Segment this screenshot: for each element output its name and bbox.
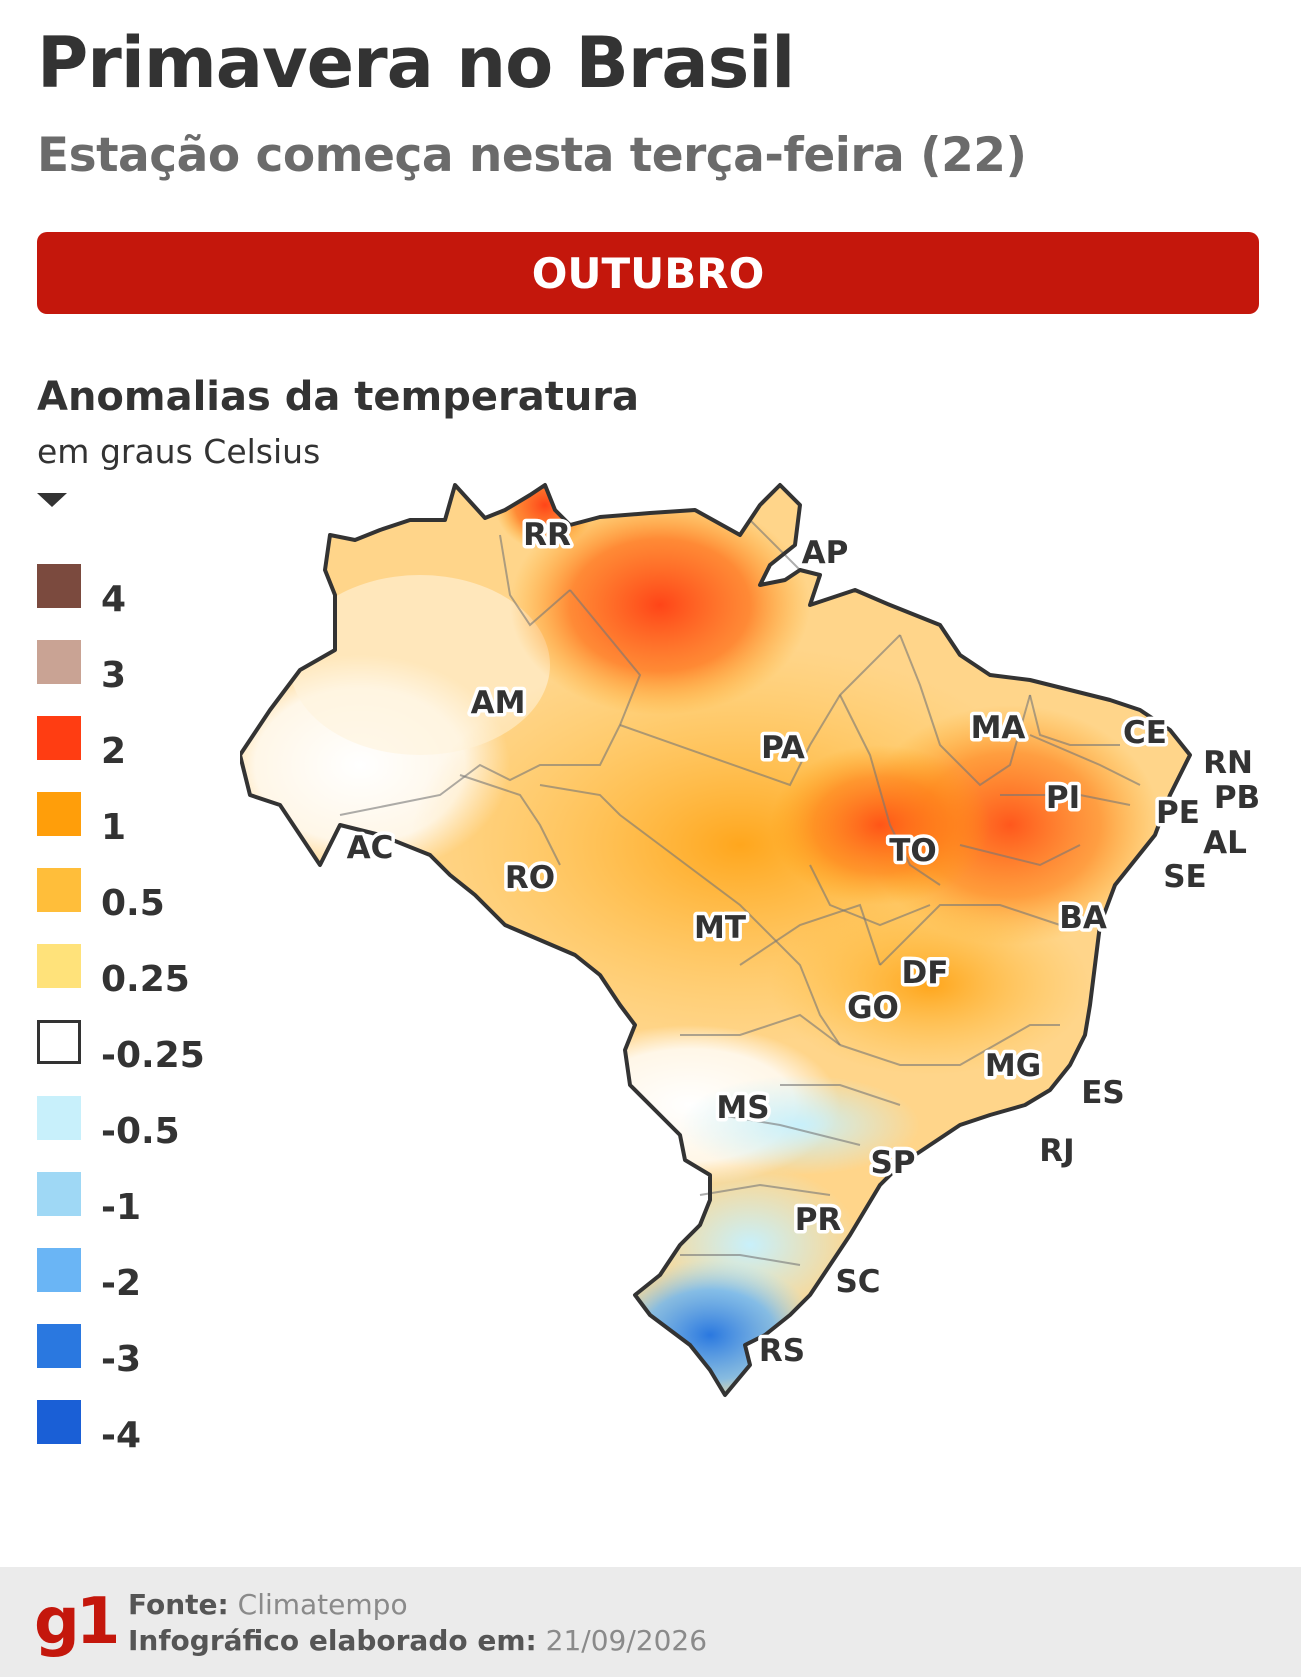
state-label-sc: SC [835,1264,880,1300]
state-label-ma: MA [971,710,1026,746]
source-label: Fonte: [128,1588,229,1621]
date-credit: Infográfico elaborado em: 21/09/2026 [128,1624,707,1657]
legend-label: -0.5 [101,1110,180,1152]
legend-swatch [37,1020,81,1064]
state-label-al: AL [1203,825,1247,861]
state-label-ce: CE [1123,715,1167,751]
state-label-es: ES [1081,1075,1125,1111]
legend-arrow-icon [37,493,67,507]
month-label: OUTUBRO [531,248,765,298]
state-label-mt: MT [694,910,746,946]
state-label-pi: PI [1046,780,1080,816]
state-label-am: AM [471,685,526,721]
legend-label: 4 [101,578,127,620]
legend-swatch [37,564,81,608]
state-label-rr: RR [523,517,571,553]
legend-label: -0.25 [101,1034,205,1076]
legend-swatch [37,716,81,760]
state-label-rs: RS [759,1333,805,1369]
legend-swatch [37,1400,81,1444]
legend-swatch [37,868,81,912]
legend-label: 1 [101,806,127,848]
g1-logo: g1 [34,1585,120,1659]
legend-item: -4 [37,1384,205,1460]
legend-unit: em graus Celsius [37,432,321,471]
legend-item: -3 [37,1308,205,1384]
state-label-pe: PE [1156,795,1200,831]
page-subtitle: Estação começa nesta terça-feira (22) [37,128,1027,183]
legend-swatch [37,1248,81,1292]
date-label: Infográfico elaborado em: [128,1624,537,1657]
legend-label: 0.5 [101,882,165,924]
legend-label: -1 [101,1186,141,1228]
state-label-pa: PA [761,730,805,766]
legend-label: -2 [101,1262,141,1304]
brazil-anomaly-map: RR AP AM PA MA CE RN PB PE AL SE PI AC R… [240,483,1264,1397]
legend-swatch [37,1096,81,1140]
legend-item: 2 [37,700,205,776]
legend-label: 3 [101,654,127,696]
legend-swatch [37,1172,81,1216]
state-labels: RR AP AM PA MA CE RN PB PE AL SE PI AC R… [343,514,1264,1373]
legend-item: -0.5 [37,1080,205,1156]
legend-item: 3 [37,624,205,700]
state-borders [339,519,1141,1266]
legend-swatch [37,640,81,684]
legend-swatch [37,944,81,988]
brazil-outline [240,483,1192,1397]
state-label-go: GO [847,990,899,1026]
legend-swatch [37,792,81,836]
legend-item: -2 [37,1232,205,1308]
legend-label: -3 [101,1338,141,1380]
state-label-ap: AP [802,535,849,571]
legend-label: 2 [101,730,127,772]
footer: g1 Fonte: Climatempo Infográfico elabora… [0,1567,1301,1677]
source-credit: Fonte: Climatempo [128,1588,408,1621]
state-label-ro: RO [505,860,555,896]
source-value: Climatempo [237,1588,408,1621]
legend-list: 4 3 2 1 0.5 0.25 -0.25 -0.5 -1 -2 -3 -4 [37,548,205,1460]
legend-swatch [37,1324,81,1368]
state-label-ms: MS [716,1090,769,1126]
state-label-sp: SP [870,1145,915,1181]
page-title: Primavera no Brasil [37,22,795,104]
state-label-pr: PR [795,1202,842,1238]
state-label-mg: MG [985,1048,1041,1084]
state-label-rn: RN [1203,745,1253,781]
legend-item: 1 [37,776,205,852]
state-label-pb: PB [1214,780,1260,816]
legend-item: 0.5 [37,852,205,928]
state-label-se: SE [1163,859,1207,895]
legend-item: -1 [37,1156,205,1232]
month-banner: OUTUBRO [37,232,1259,314]
legend-label: 0.25 [101,958,190,1000]
state-label-to: TO [889,833,937,869]
legend-item: -0.25 [37,1004,205,1080]
state-label-ac: AC [347,830,394,866]
legend-item: 0.25 [37,928,205,1004]
legend-title: Anomalias da temperatura [37,374,640,420]
state-label-df: DF [902,955,949,991]
legend-item: 4 [37,548,205,624]
state-label-ba: BA [1059,900,1107,936]
legend-label: -4 [101,1414,141,1456]
date-value: 21/09/2026 [545,1624,708,1657]
anomaly-field [240,485,1190,1395]
state-label-rj: RJ [1039,1133,1074,1169]
